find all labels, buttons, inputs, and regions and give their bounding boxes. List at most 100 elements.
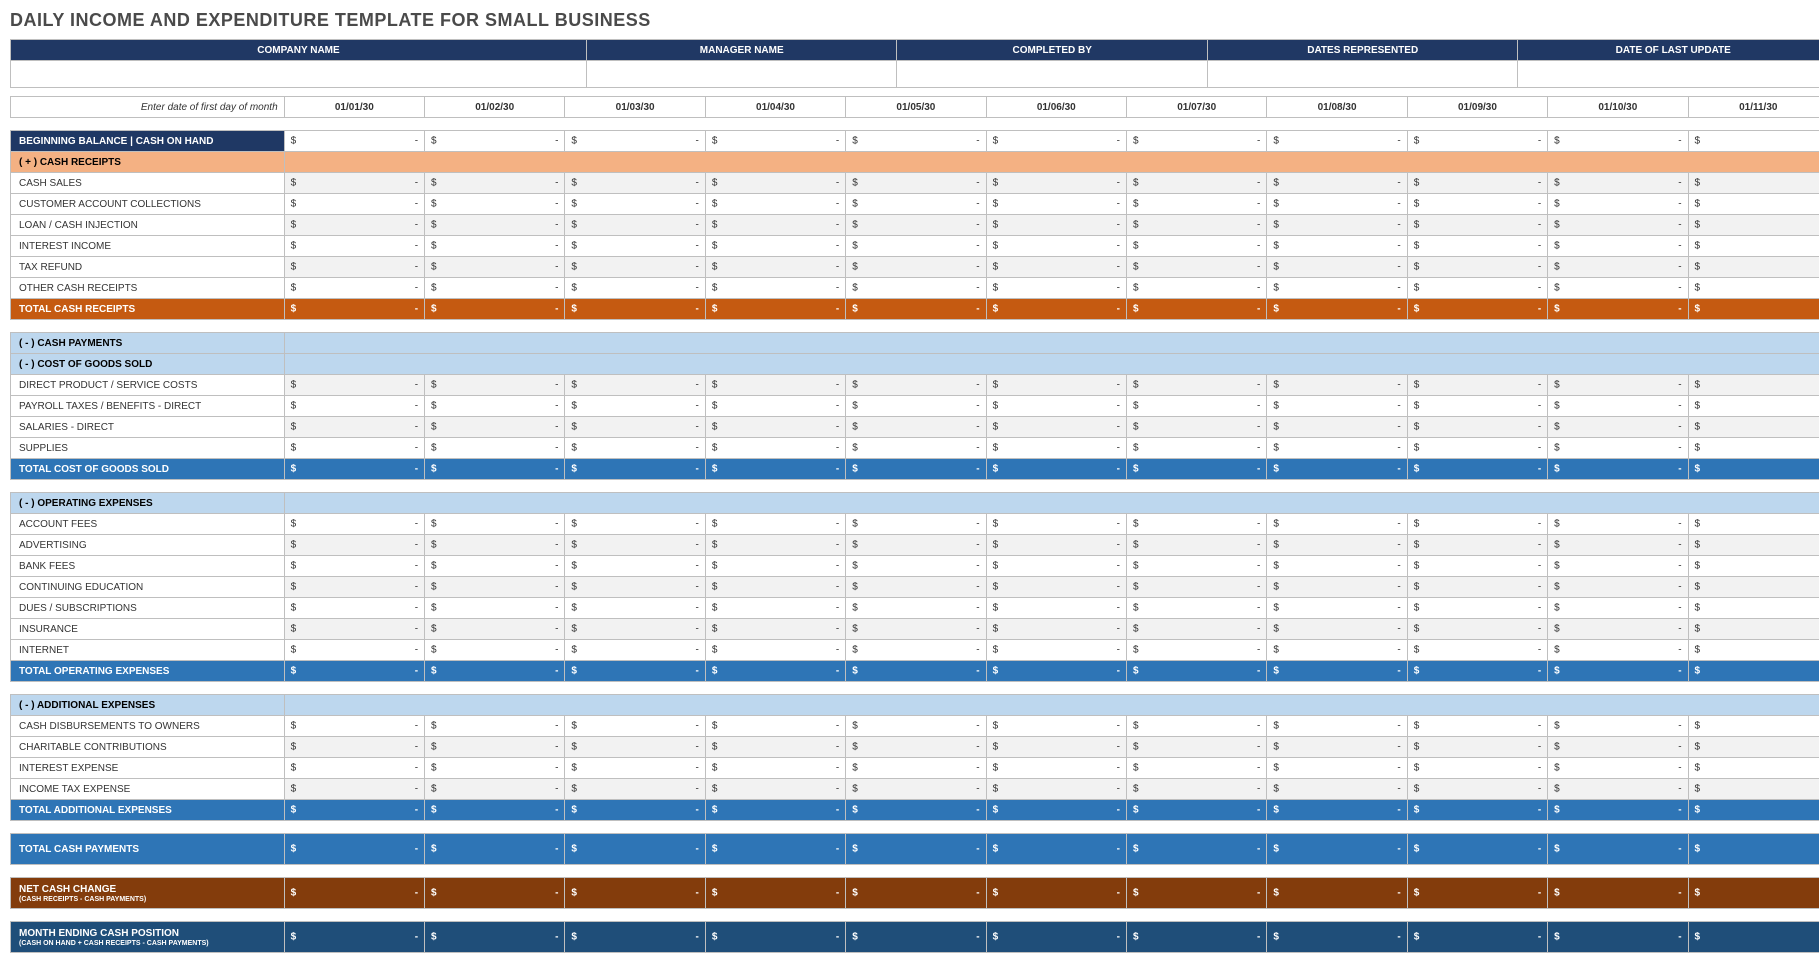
value-cell[interactable]: $- xyxy=(1407,800,1547,821)
value-cell[interactable]: $- xyxy=(284,278,424,299)
value-cell[interactable]: $- xyxy=(1407,922,1547,953)
value-cell[interactable]: $- xyxy=(284,236,424,257)
value-cell[interactable]: $- xyxy=(986,779,1126,800)
value-cell[interactable]: $- xyxy=(1267,598,1407,619)
value-cell[interactable]: $- xyxy=(1688,236,1819,257)
value-cell[interactable]: $- xyxy=(425,922,565,953)
info-input-cell[interactable] xyxy=(586,61,897,88)
value-cell[interactable]: $- xyxy=(986,236,1126,257)
value-cell[interactable]: $- xyxy=(425,417,565,438)
value-cell[interactable]: $- xyxy=(565,173,705,194)
value-cell[interactable]: $- xyxy=(846,131,986,152)
value-cell[interactable]: $- xyxy=(1267,779,1407,800)
date-header[interactable]: 01/09/30 xyxy=(1407,97,1547,118)
value-cell[interactable]: $- xyxy=(1407,878,1547,909)
value-cell[interactable]: $- xyxy=(1267,661,1407,682)
value-cell[interactable]: $- xyxy=(1688,438,1819,459)
value-cell[interactable]: $- xyxy=(1267,173,1407,194)
value-cell[interactable]: $- xyxy=(1407,215,1547,236)
value-cell[interactable]: $- xyxy=(284,922,424,953)
value-cell[interactable]: $- xyxy=(986,257,1126,278)
value-cell[interactable]: $- xyxy=(986,577,1126,598)
value-cell[interactable]: $- xyxy=(705,779,845,800)
value-cell[interactable]: $- xyxy=(846,236,986,257)
value-cell[interactable]: $- xyxy=(1407,173,1547,194)
value-cell[interactable]: $- xyxy=(1267,215,1407,236)
value-cell[interactable]: $- xyxy=(1126,438,1266,459)
value-cell[interactable]: $- xyxy=(425,257,565,278)
value-cell[interactable]: $- xyxy=(284,257,424,278)
value-cell[interactable]: $- xyxy=(284,131,424,152)
value-cell[interactable]: $- xyxy=(1126,194,1266,215)
value-cell[interactable]: $- xyxy=(1407,598,1547,619)
value-cell[interactable]: $- xyxy=(846,598,986,619)
date-header[interactable]: 01/11/30 xyxy=(1688,97,1819,118)
value-cell[interactable]: $- xyxy=(986,299,1126,320)
value-cell[interactable]: $- xyxy=(1267,278,1407,299)
value-cell[interactable]: $- xyxy=(705,619,845,640)
value-cell[interactable]: $- xyxy=(1548,173,1688,194)
info-input-cell[interactable] xyxy=(897,61,1208,88)
value-cell[interactable]: $- xyxy=(425,173,565,194)
value-cell[interactable]: $- xyxy=(1548,758,1688,779)
value-cell[interactable]: $- xyxy=(1267,417,1407,438)
value-cell[interactable]: $- xyxy=(1407,194,1547,215)
value-cell[interactable]: $- xyxy=(565,299,705,320)
value-cell[interactable]: $- xyxy=(425,438,565,459)
value-cell[interactable]: $- xyxy=(1407,278,1547,299)
value-cell[interactable]: $- xyxy=(565,131,705,152)
value-cell[interactable]: $- xyxy=(565,716,705,737)
value-cell[interactable]: $- xyxy=(565,257,705,278)
value-cell[interactable]: $- xyxy=(1548,598,1688,619)
value-cell[interactable]: $- xyxy=(1548,514,1688,535)
value-cell[interactable]: $- xyxy=(284,535,424,556)
value-cell[interactable]: $- xyxy=(1407,396,1547,417)
value-cell[interactable]: $- xyxy=(1126,800,1266,821)
value-cell[interactable]: $- xyxy=(1688,556,1819,577)
value-cell[interactable]: $- xyxy=(1548,577,1688,598)
value-cell[interactable]: $- xyxy=(705,131,845,152)
value-cell[interactable]: $- xyxy=(1126,716,1266,737)
value-cell[interactable]: $- xyxy=(705,215,845,236)
value-cell[interactable]: $- xyxy=(1688,779,1819,800)
value-cell[interactable]: $- xyxy=(284,375,424,396)
value-cell[interactable]: $- xyxy=(986,800,1126,821)
value-cell[interactable]: $- xyxy=(986,396,1126,417)
value-cell[interactable]: $- xyxy=(425,640,565,661)
value-cell[interactable]: $- xyxy=(425,278,565,299)
value-cell[interactable]: $- xyxy=(1267,577,1407,598)
value-cell[interactable]: $- xyxy=(1267,375,1407,396)
value-cell[interactable]: $- xyxy=(1688,194,1819,215)
value-cell[interactable]: $- xyxy=(1126,173,1266,194)
value-cell[interactable]: $- xyxy=(1548,438,1688,459)
value-cell[interactable]: $- xyxy=(425,215,565,236)
value-cell[interactable]: $- xyxy=(1688,598,1819,619)
value-cell[interactable]: $- xyxy=(846,878,986,909)
value-cell[interactable]: $- xyxy=(1267,131,1407,152)
value-cell[interactable]: $- xyxy=(425,194,565,215)
value-cell[interactable]: $- xyxy=(705,535,845,556)
value-cell[interactable]: $- xyxy=(565,535,705,556)
value-cell[interactable]: $- xyxy=(705,417,845,438)
value-cell[interactable]: $- xyxy=(1267,619,1407,640)
value-cell[interactable]: $- xyxy=(1126,299,1266,320)
value-cell[interactable]: $- xyxy=(425,236,565,257)
value-cell[interactable]: $- xyxy=(705,661,845,682)
info-input-cell[interactable] xyxy=(1207,61,1518,88)
value-cell[interactable]: $- xyxy=(1126,278,1266,299)
value-cell[interactable]: $- xyxy=(565,278,705,299)
date-header[interactable]: 01/05/30 xyxy=(846,97,986,118)
value-cell[interactable]: $- xyxy=(1548,375,1688,396)
value-cell[interactable]: $- xyxy=(846,779,986,800)
value-cell[interactable]: $- xyxy=(425,131,565,152)
value-cell[interactable]: $- xyxy=(425,716,565,737)
date-header[interactable]: 01/03/30 xyxy=(565,97,705,118)
value-cell[interactable]: $- xyxy=(846,215,986,236)
value-cell[interactable]: $- xyxy=(1548,737,1688,758)
value-cell[interactable]: $- xyxy=(986,438,1126,459)
value-cell[interactable]: $- xyxy=(1548,131,1688,152)
value-cell[interactable]: $- xyxy=(1548,299,1688,320)
value-cell[interactable]: $- xyxy=(1267,716,1407,737)
value-cell[interactable]: $- xyxy=(986,598,1126,619)
value-cell[interactable]: $- xyxy=(425,396,565,417)
